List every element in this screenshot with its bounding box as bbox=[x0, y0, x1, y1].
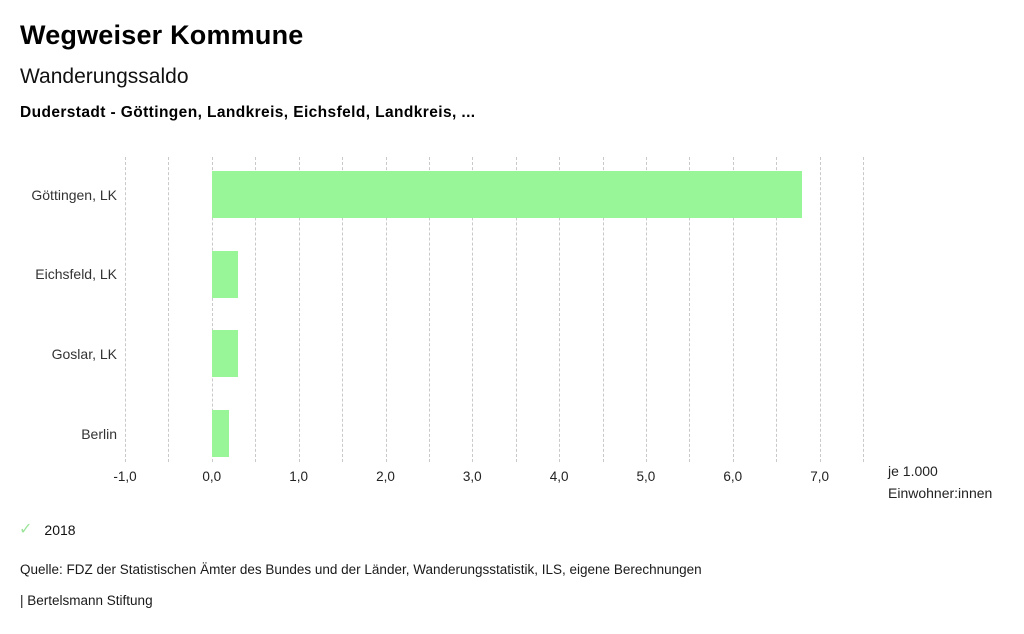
x-tick-label: 2,0 bbox=[376, 469, 395, 484]
gridline bbox=[559, 157, 561, 462]
axis-unit-line1: je 1.000 bbox=[888, 463, 938, 479]
gridline bbox=[168, 157, 170, 462]
category-label: Eichsfeld, LK bbox=[35, 266, 117, 283]
chart-title: Wanderungssaldo bbox=[20, 65, 189, 88]
x-tick-label: 4,0 bbox=[549, 469, 569, 484]
gridline bbox=[602, 157, 604, 462]
bar-eichsfeld-lk[interactable] bbox=[211, 250, 238, 298]
gridline bbox=[689, 157, 691, 462]
source-note: Quelle: FDZ der Statistischen Ämter des … bbox=[20, 562, 702, 577]
gridline bbox=[819, 157, 821, 462]
gridline bbox=[385, 157, 387, 462]
category-label: Goslar, LK bbox=[51, 345, 117, 362]
page-title: Wegweiser Kommune bbox=[20, 20, 304, 50]
x-tick-label: 3,0 bbox=[462, 469, 482, 484]
gridline bbox=[125, 157, 126, 462]
axis-unit-label: je 1.000 Einwohner:innen bbox=[888, 460, 992, 504]
bar-g-ttingen-lk[interactable] bbox=[211, 171, 803, 218]
x-tick-label: 7,0 bbox=[810, 469, 829, 484]
gridline bbox=[515, 157, 517, 462]
category-label: Göttingen, LK bbox=[31, 186, 117, 203]
legend-item-2018[interactable]: ✓ 2018 bbox=[19, 521, 76, 539]
gridline bbox=[776, 157, 778, 462]
gridline bbox=[863, 157, 864, 462]
x-tick-label: 5,0 bbox=[636, 469, 656, 484]
x-tick-label: -1,0 bbox=[113, 469, 137, 484]
chart-subtitle-locations: Duderstadt - Göttingen, Landkreis, Eichs… bbox=[20, 104, 476, 121]
gridline bbox=[342, 157, 344, 462]
legend-year-label: 2018 bbox=[44, 522, 76, 538]
x-tick-label: 6,0 bbox=[723, 469, 743, 484]
gridline bbox=[428, 157, 430, 462]
branding-note: | Bertelsmann Stiftung bbox=[20, 593, 153, 608]
gridline bbox=[732, 157, 734, 462]
gridline bbox=[298, 157, 300, 462]
x-tick-label: 0,0 bbox=[202, 469, 222, 484]
category-label: Berlin bbox=[81, 425, 117, 442]
gridline bbox=[211, 157, 213, 462]
gridline bbox=[472, 157, 474, 462]
check-icon: ✓ bbox=[19, 521, 33, 538]
gridline bbox=[645, 157, 647, 462]
bar-berlin[interactable] bbox=[211, 410, 230, 457]
x-tick-label: 1,0 bbox=[289, 469, 308, 484]
gridline bbox=[255, 157, 257, 462]
plot-area bbox=[125, 157, 864, 462]
axis-unit-line2: Einwohner:innen bbox=[888, 485, 993, 501]
bar-goslar-lk[interactable] bbox=[211, 330, 238, 378]
